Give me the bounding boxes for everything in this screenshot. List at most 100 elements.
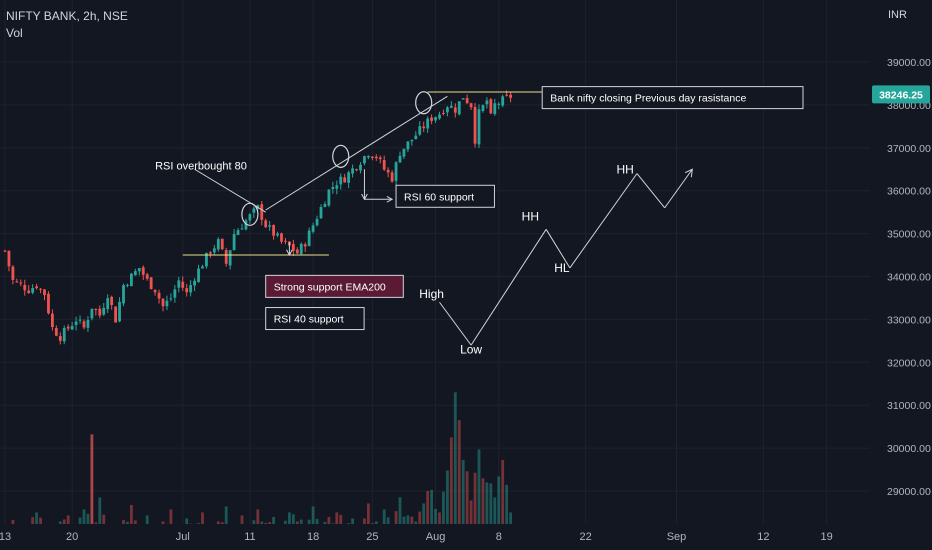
y-tick-label: 39000.00 — [887, 57, 931, 69]
volume-bar — [469, 500, 473, 543]
x-tick-label: 12 — [757, 531, 769, 543]
candle-body — [418, 126, 422, 135]
currency-label: INR — [888, 9, 907, 21]
candle-body — [212, 248, 216, 253]
candle-body — [307, 230, 311, 247]
candle-body — [185, 288, 189, 293]
candle-body — [315, 218, 319, 226]
candle-body — [284, 240, 287, 242]
candle-body — [469, 103, 473, 108]
x-tick-label: Aug — [426, 531, 446, 543]
candle-body — [66, 326, 70, 329]
candle-body — [137, 268, 141, 272]
candle-body — [505, 94, 509, 96]
annotation-box-bank-nifty-resistance: Bank nifty closing Previous day rasistan… — [541, 86, 804, 110]
candle-body — [485, 100, 489, 105]
projection-arrow-head — [684, 168, 693, 178]
y-tick-label: 37000.00 — [887, 143, 931, 155]
annotation-wave-hh-2: HH — [616, 163, 633, 177]
candle-body — [173, 289, 177, 298]
volume-bar — [98, 497, 102, 543]
candle-body — [19, 282, 23, 284]
candle-body — [430, 117, 433, 121]
volume-bar — [501, 459, 505, 543]
annotation-text: Bank nifty closing Previous day rasistan… — [550, 93, 746, 105]
x-tick-label: 11 — [244, 531, 255, 543]
candle-body — [355, 169, 358, 171]
y-tick-label: 31000.00 — [887, 400, 931, 412]
candle-body — [351, 168, 354, 174]
volume-bar — [367, 503, 370, 543]
candle-body — [165, 300, 169, 307]
symbol-title: NIFTY BANK, 2h, NSE — [6, 9, 128, 23]
candle-body — [442, 112, 445, 114]
annotation-frame — [265, 274, 404, 298]
volume-bar — [489, 483, 493, 543]
x-tick-label: 8 — [496, 531, 502, 543]
candle-body — [299, 243, 303, 254]
candle-body — [7, 250, 11, 267]
trend-line — [636, 173, 666, 209]
candle-body — [228, 250, 232, 266]
candle-body — [438, 114, 441, 119]
volume-bar — [477, 449, 481, 543]
candle-body — [394, 162, 398, 181]
candle-body — [291, 243, 295, 251]
candle-body — [414, 135, 418, 140]
volume-bar — [130, 504, 133, 543]
volume-bar — [497, 476, 501, 543]
y-tick-label: 30000.00 — [887, 443, 931, 455]
candle-body — [47, 293, 50, 314]
annotations: RSI overbought 80 Strong support EMA200 RS… — [155, 86, 804, 357]
candle-body — [268, 225, 272, 227]
annotation-rsi-overbought: RSI overbought 80 — [155, 160, 247, 172]
candle-body — [426, 118, 430, 129]
candle-body — [386, 169, 390, 173]
volume-bar — [485, 482, 489, 543]
volume-bar — [446, 470, 449, 543]
x-tick-label: Jul — [176, 531, 190, 543]
x-tick-label: 19 — [820, 531, 832, 543]
drawings — [182, 91, 693, 346]
candle-body — [323, 203, 327, 208]
x-tick-label: 13 — [0, 531, 11, 543]
candle-body — [161, 298, 165, 307]
volume-bar-highlight — [90, 434, 94, 543]
candle-body — [477, 109, 481, 145]
candle-body — [122, 285, 125, 304]
candle-body — [189, 285, 193, 293]
candle-body — [130, 273, 133, 287]
candle-body — [31, 287, 35, 293]
candle-body — [39, 288, 42, 290]
candle-body — [193, 280, 196, 286]
trend-line — [545, 229, 571, 269]
candle-body — [335, 185, 339, 189]
x-tick-label: 20 — [66, 531, 78, 543]
candle-body — [327, 189, 331, 206]
candle-body — [497, 103, 501, 105]
candle-body — [110, 296, 114, 306]
candle-body — [82, 321, 86, 328]
grid — [0, 0, 870, 524]
volume-bar — [461, 459, 465, 543]
candle-body — [54, 327, 58, 336]
candle-body — [15, 281, 19, 283]
candle-body — [169, 298, 173, 300]
candle-body — [70, 325, 74, 330]
volume-bar — [473, 472, 477, 543]
annotation-frame — [265, 307, 365, 331]
candle-body — [106, 298, 110, 310]
candle-body — [232, 234, 236, 251]
candle-body — [422, 126, 426, 129]
candle-body — [295, 249, 299, 254]
volume-bar — [398, 497, 402, 543]
annotation-box-strong-support-ema200: Strong support EMA200 — [265, 274, 404, 298]
candle-body — [43, 289, 46, 296]
volume-label: Vol — [6, 26, 23, 40]
annotation-frame — [395, 184, 495, 208]
candle-body — [133, 271, 137, 276]
axes: 39000.0038000.0037000.0036000.0035000.00… — [0, 57, 931, 543]
candle-body — [311, 225, 315, 232]
